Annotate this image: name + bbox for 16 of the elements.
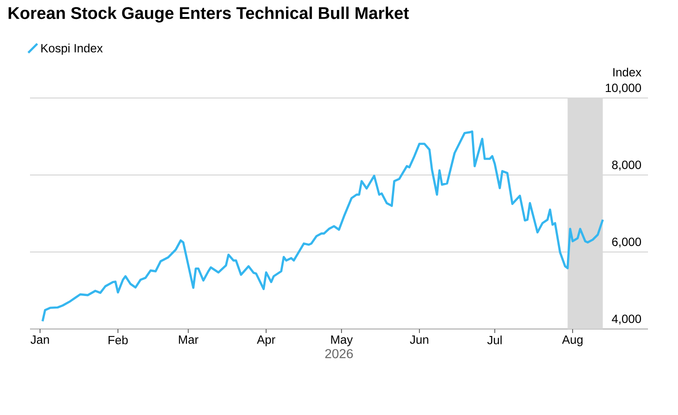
x-axis-title: 2026 [325, 349, 353, 358]
chart-title: Korean Stock Gauge Enters Technical Bull Market [8, 6, 409, 23]
x-tick-label: Mar [178, 336, 198, 344]
y-tick-label: 10,000 [606, 84, 642, 94]
x-tick-label: Feb [108, 336, 128, 344]
y-tick-label: 8,000 [612, 160, 642, 170]
x-tick-label: Jun [410, 336, 428, 344]
x-tick-label: Jan [30, 336, 49, 344]
x-tick-label: Aug [562, 336, 582, 346]
x-tick-label: Jul [487, 336, 502, 344]
y-axis-title: Index [613, 68, 642, 76]
x-tick-label: Apr [256, 336, 276, 346]
y-tick-label: 6,000 [612, 238, 642, 248]
y-tick-label: 4,000 [612, 314, 642, 324]
legend-label: Kospi Index [41, 44, 103, 55]
x-tick-label: May [331, 336, 353, 346]
